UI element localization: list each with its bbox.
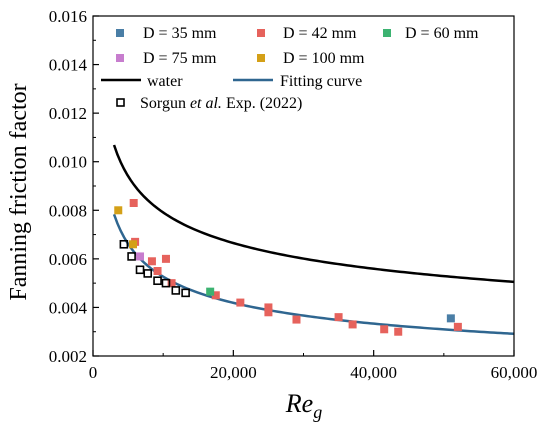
- y-tick-label-7: 0.016: [49, 7, 87, 26]
- point-d35-0: [446, 314, 455, 323]
- point-d42-5: [167, 279, 176, 288]
- y-tick-label-6: 0.014: [49, 56, 88, 75]
- point-d42-7: [236, 298, 245, 307]
- point-sorgun-7: [181, 288, 190, 298]
- legend-label-d35: D = 35 mm: [143, 25, 217, 42]
- y-tick-label-0: 0.002: [49, 347, 87, 366]
- y-tick-label-4: 0.010: [49, 153, 87, 172]
- point-sorgun-4: [153, 276, 162, 286]
- curve-water: [112, 144, 515, 284]
- legend-marker-d100: [257, 54, 265, 62]
- point-d42-9: [264, 308, 273, 317]
- y-axis-title: Fanning friction factor: [6, 83, 32, 300]
- point-d42-15: [453, 322, 462, 331]
- legend-marker-d75: [116, 54, 124, 62]
- legend-label-d42: D = 42 mm: [283, 25, 357, 42]
- point-d42-14: [394, 327, 403, 336]
- y-tick-label-5: 0.012: [49, 104, 87, 123]
- y-tick-label-3: 0.008: [49, 201, 87, 220]
- point-sorgun-0: [119, 239, 129, 249]
- point-sorgun-2: [135, 265, 145, 275]
- point-d42-4: [161, 254, 170, 263]
- legend-label-fit: Fitting curve: [280, 73, 362, 90]
- legend-marker-d60: [383, 29, 391, 37]
- x-axis-title: Reg: [285, 389, 322, 422]
- point-d42-3: [153, 267, 162, 275]
- curve-fit: [112, 213, 515, 336]
- legend-marker-sorgun: [116, 98, 125, 107]
- legend-marker-d35: [116, 29, 124, 37]
- legend-label-sorgun: Sorgun et al. Exp. (2022): [140, 95, 302, 112]
- legend: D = 35 mm D = 42 mm D = 60 mm D = 75 mm …: [101, 25, 479, 112]
- legend-label-d75: D = 75 mm: [143, 50, 217, 67]
- point-d42-13: [380, 325, 389, 334]
- point-d75-0: [136, 252, 145, 261]
- y-tick-label-1: 0.004: [49, 298, 88, 317]
- plot-frame: [92, 15, 515, 357]
- point-d42-0: [129, 199, 138, 207]
- point-sorgun-3: [143, 269, 153, 278]
- legend-label-sorgun-post: Exp. (2022): [222, 95, 302, 112]
- axes: 0 20,000 40,000 60,000 0.002 0.004 0.006 0.008 0…: [49, 7, 538, 382]
- x-tick-label-0: 0: [89, 363, 98, 382]
- x-axis-title-main: Re: [285, 389, 313, 418]
- y-tick-label-2: 0.006: [49, 250, 87, 269]
- point-sorgun-1: [127, 252, 136, 261]
- x-tick-label-2: 40,000: [350, 363, 397, 382]
- legend-marker-d42: [257, 29, 265, 37]
- legend-label-d100: D = 100 mm: [283, 50, 365, 67]
- point-d42-10: [292, 315, 301, 324]
- x-axis-title-sub: g: [313, 402, 322, 422]
- point-d100-1: [128, 240, 137, 249]
- point-layer: [114, 199, 462, 336]
- legend-label-sorgun-italic: et al.: [190, 95, 222, 112]
- x-tick-label-3: 60,000: [491, 363, 538, 382]
- point-sorgun-5: [161, 278, 171, 288]
- point-d42-12: [348, 320, 357, 329]
- curve-layer: [112, 144, 515, 336]
- x-tick-label-1: 20,000: [210, 363, 257, 382]
- point-d42-11: [334, 313, 343, 322]
- point-d100-0: [114, 206, 123, 215]
- point-sorgun-6: [171, 286, 181, 295]
- point-d42-2: [147, 257, 156, 266]
- point-d42-6: [211, 291, 220, 300]
- legend-label-water: water: [147, 73, 183, 90]
- legend-label-d60: D = 60 mm: [405, 25, 479, 42]
- point-d42-8: [264, 303, 273, 312]
- legend-label-sorgun-pre: Sorgun: [140, 95, 190, 112]
- point-d60-0: [206, 287, 215, 296]
